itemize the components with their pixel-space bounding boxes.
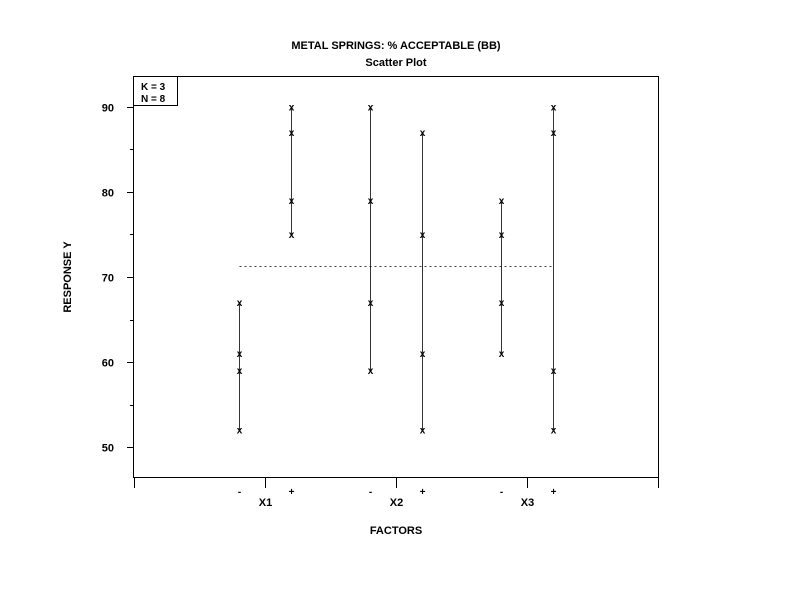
y-tick-label: 70 xyxy=(102,273,114,285)
data-point: x xyxy=(289,196,295,207)
x-level-label: - xyxy=(369,487,372,498)
data-point: x xyxy=(368,298,374,309)
data-point: x xyxy=(237,298,243,309)
data-point: x xyxy=(551,102,557,113)
x-level-label: + xyxy=(420,487,426,498)
x-factor-label: X3 xyxy=(521,497,534,509)
x-axis: X1 - + X2 - + X3 - + xyxy=(134,477,659,509)
data-point: x xyxy=(551,366,557,377)
annotation-box xyxy=(133,76,178,106)
y-tick-label: 90 xyxy=(102,103,114,115)
data-point: x xyxy=(237,366,243,377)
data-point: x xyxy=(368,102,374,113)
x-level-label: - xyxy=(238,487,241,498)
data-point: x xyxy=(551,128,557,139)
data-point: x xyxy=(289,102,295,113)
y-tick-label: 50 xyxy=(102,443,114,455)
data-point: x xyxy=(499,196,505,207)
data-point: x xyxy=(420,230,426,241)
y-tick-label: 80 xyxy=(102,188,114,200)
chart-title: METAL SPRINGS: % ACCEPTABLE (BB) xyxy=(291,40,501,52)
data-point: x xyxy=(499,349,505,360)
y-axis-label: RESPONSE Y xyxy=(62,241,74,313)
data-point: x xyxy=(499,230,505,241)
data-point: x xyxy=(289,128,295,139)
data-point: x xyxy=(420,426,426,437)
x-factor-label: X1 xyxy=(259,497,272,509)
data-point: x xyxy=(499,298,505,309)
x-axis-label: FACTORS xyxy=(370,525,422,537)
annotation-n: N = 8 xyxy=(141,94,166,105)
x-level-label: + xyxy=(551,487,557,498)
data-point: x xyxy=(420,349,426,360)
chart-subtitle: Scatter Plot xyxy=(365,57,426,69)
x-factor-label: X2 xyxy=(390,497,403,509)
y-axis: 50 60 70 80 90 xyxy=(102,103,134,455)
data-point: x xyxy=(289,230,295,241)
data-point: x xyxy=(368,366,374,377)
x-level-label: + xyxy=(289,487,295,498)
data-point: x xyxy=(420,128,426,139)
data-point: x xyxy=(551,426,557,437)
annotation-k: K = 3 xyxy=(141,82,166,93)
y-tick-label: 60 xyxy=(102,358,114,370)
data-marks: x x x x x x x x x x x x x x x x x x x x x x x x xyxy=(237,102,557,436)
x-level-label: - xyxy=(500,487,503,498)
data-point: x xyxy=(368,196,374,207)
data-point: x xyxy=(237,426,243,437)
data-point: x xyxy=(237,349,243,360)
plot-frame xyxy=(133,76,659,478)
